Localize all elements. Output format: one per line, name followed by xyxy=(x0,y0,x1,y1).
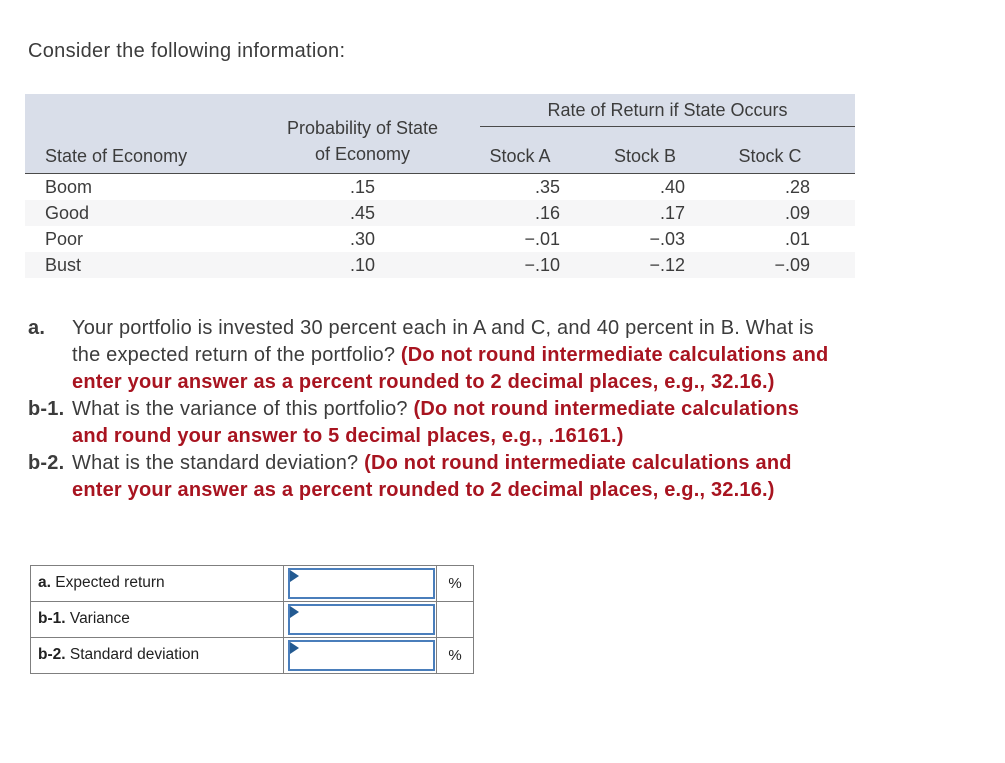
cell-stock-c: .01 xyxy=(784,228,811,249)
answer-label-prefix: a. xyxy=(38,574,51,591)
cell-stock-c: −.09 xyxy=(774,254,811,275)
table-row-poor: Poor .30 −.01 −.03 .01 xyxy=(25,226,855,252)
cell-state: Poor xyxy=(45,228,84,249)
returns-table: State of Economy Probability of State of… xyxy=(25,94,856,278)
col-header-stock-c: Stock C xyxy=(730,126,856,174)
question-label: a. xyxy=(28,316,46,339)
cell-stock-a: .16 xyxy=(534,202,560,223)
col-header-probability-line1: Probability of State xyxy=(286,117,439,138)
standard-deviation-input[interactable] xyxy=(290,641,433,669)
col-header-probability: Probability of State of Economy xyxy=(245,94,480,174)
answer-input-cell xyxy=(283,564,437,602)
cell-stock-b: −.03 xyxy=(649,228,685,249)
cell-stock-a: −.10 xyxy=(524,254,560,275)
expected-return-input[interactable] xyxy=(290,569,433,597)
cell-stock-b: −.12 xyxy=(649,254,685,275)
cell-probability: .15 xyxy=(349,176,376,197)
question-b2: b-2. What is the standard deviation? (Do… xyxy=(28,450,836,504)
cell-probability: .45 xyxy=(349,202,376,223)
answer-label-text: Variance xyxy=(69,610,130,627)
answers-table: a. Expected return % b-1. Variance b-2. … xyxy=(30,564,474,674)
answer-input-box xyxy=(288,567,435,599)
answer-label-text: Expected return xyxy=(55,574,165,591)
col-header-probability-line2: of Economy xyxy=(314,143,411,164)
table-row-boom: Boom .15 .35 .40 .28 xyxy=(25,173,855,200)
cell-stock-c: .28 xyxy=(784,176,811,197)
table-row-good: Good .45 .16 .17 .09 xyxy=(25,199,856,226)
unit-label: % xyxy=(436,636,474,674)
answer-input-box xyxy=(288,603,435,635)
col-header-stock-b: Stock B xyxy=(605,126,730,174)
variance-input[interactable] xyxy=(290,605,433,633)
unit-label xyxy=(436,600,474,638)
cell-stock-c: .09 xyxy=(784,202,811,223)
answer-marker-icon xyxy=(290,605,299,618)
answer-row-variance: b-1. Variance xyxy=(30,600,474,638)
answer-label: b-2. Standard deviation xyxy=(30,636,284,674)
answer-row-standard-deviation: b-2. Standard deviation % xyxy=(30,636,474,674)
unit-label: % xyxy=(436,564,474,602)
answer-label: a. Expected return xyxy=(30,564,284,602)
answer-row-expected-return: a. Expected return % xyxy=(30,564,474,602)
answer-label: b-1. Variance xyxy=(30,600,284,638)
questions: a. Your portfolio is invested 30 percent… xyxy=(28,315,836,504)
question-text: What is the variance of this portfolio? xyxy=(72,397,414,420)
question-instruction: (Do not round intermediate calculations … xyxy=(72,451,792,501)
question-label: b-2. xyxy=(28,451,65,474)
question-text: Your portfolio is invested 30 percent ea… xyxy=(72,316,814,366)
cell-stock-b: .40 xyxy=(659,176,685,197)
cell-state: Bust xyxy=(45,254,82,275)
answer-label-prefix: b-1. xyxy=(38,610,66,627)
question-b1: b-1. What is the variance of this portfo… xyxy=(28,396,836,450)
page-title: Consider the following information: xyxy=(28,40,346,62)
answer-input-cell xyxy=(283,636,437,674)
cell-probability: .10 xyxy=(349,254,376,275)
answer-marker-icon xyxy=(290,569,299,582)
question-label: b-1. xyxy=(28,397,65,420)
answer-label-text: Standard deviation xyxy=(69,646,200,663)
answer-input-box xyxy=(288,639,435,671)
question-text: What is the standard deviation? xyxy=(72,451,365,474)
answer-marker-icon xyxy=(290,641,299,654)
answer-input-cell xyxy=(283,600,437,638)
question-a: a. Your portfolio is invested 30 percent… xyxy=(28,315,836,396)
cell-stock-a: −.01 xyxy=(524,228,560,249)
span-header-rate-of-return: Rate of Return if State Occurs xyxy=(480,94,856,127)
question-instruction: (Do not round intermediate calculations … xyxy=(72,343,829,393)
cell-stock-b: .17 xyxy=(659,202,685,223)
cell-probability: .30 xyxy=(349,228,376,249)
col-header-state: State of Economy xyxy=(25,94,245,174)
question-instruction: (Do not round intermediate calculations … xyxy=(72,397,800,447)
cell-state: Good xyxy=(45,202,90,223)
answer-label-prefix: b-2. xyxy=(38,646,66,663)
col-header-stock-a: Stock A xyxy=(480,126,605,174)
cell-state: Boom xyxy=(45,176,93,197)
cell-stock-a: .35 xyxy=(534,176,560,197)
table-row-bust: Bust .10 −.10 −.12 −.09 xyxy=(25,251,856,278)
